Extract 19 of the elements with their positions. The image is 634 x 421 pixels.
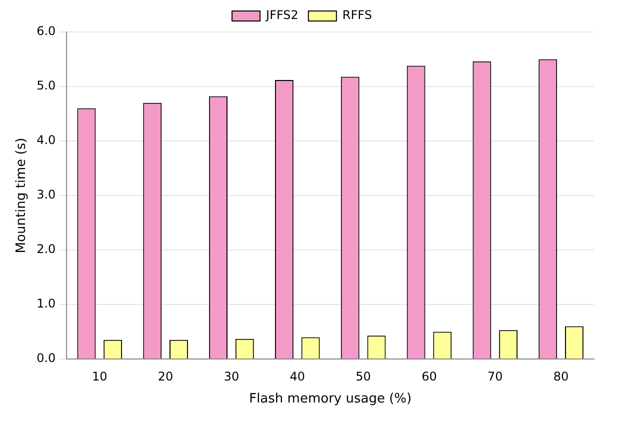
y-tick-label: 2.0 [36,242,56,256]
x-tick-label: 70 [487,369,503,384]
y-tick-label: 1.0 [36,296,56,311]
x-axis-title: Flash memory usage (%) [249,392,412,407]
x-tick-label: 80 [553,369,569,384]
y-tick-label: 3.0 [36,188,56,202]
x-tick-label: 60 [422,369,437,384]
legend-label: JFFS2 [265,8,298,22]
y-tick-label: 6.0 [36,24,56,38]
y-axis-title: Mounting time (s) [14,138,30,254]
x-tick-label: 50 [356,369,371,384]
x-tick-label: 10 [92,369,108,384]
legend-label: RFFS [342,8,372,22]
x-tick-label: 40 [290,369,306,384]
y-tick-label: 5.0 [36,78,56,93]
x-tick-label: 20 [158,369,174,384]
y-tick-label: 0.0 [36,351,56,366]
y-tick-label: 4.0 [36,133,56,148]
x-tick-label: 30 [224,369,240,384]
